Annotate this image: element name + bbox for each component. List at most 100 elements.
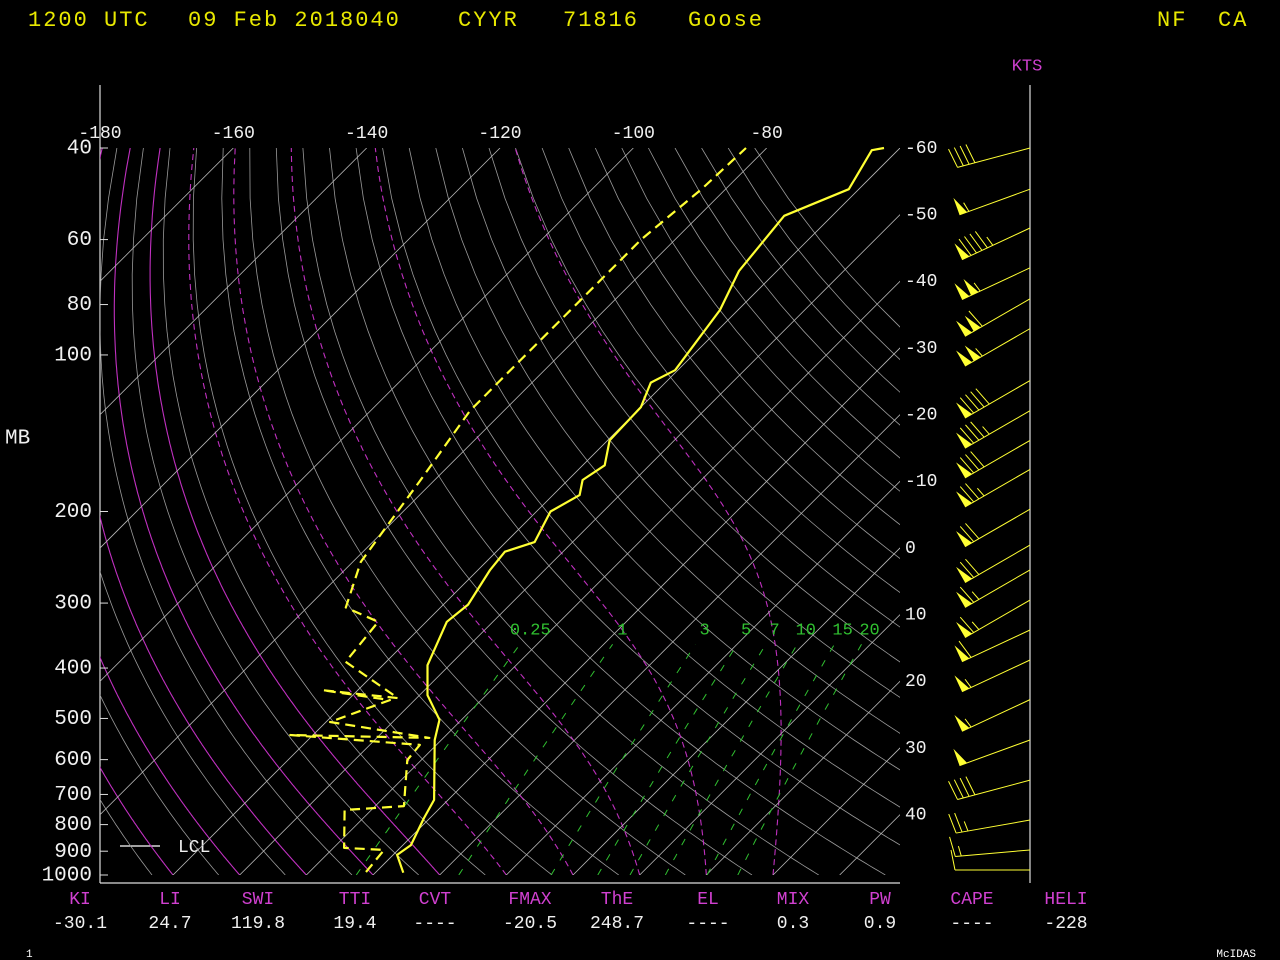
- y-tick-label: 800: [54, 814, 92, 837]
- right-tick-label: -20: [905, 405, 937, 425]
- barb-flag: [956, 402, 972, 419]
- dry-adiabat: [515, 148, 900, 628]
- barb-staff: [959, 544, 1031, 583]
- y-axis-label: MB: [5, 428, 30, 451]
- mixing-ratio-label: 20: [859, 621, 879, 640]
- y-tick-label: 400: [54, 658, 92, 681]
- dry-adiabat: [221, 148, 619, 875]
- moist-adiabat: [100, 766, 174, 875]
- wind-barb: [954, 629, 1031, 663]
- barb-flag: [956, 591, 972, 608]
- barb-staff: [959, 508, 1031, 548]
- wind-barb: [950, 849, 1030, 871]
- index-label: ThE: [601, 890, 633, 910]
- dry-adiabat: [568, 148, 900, 559]
- isotherm: [172, 148, 900, 875]
- index-value: ----: [950, 914, 993, 934]
- wind-barb: [948, 776, 1031, 801]
- mixing-ratio-line: [458, 644, 614, 875]
- mixing-ratio-label: 3: [700, 621, 710, 640]
- barb-flag: [954, 675, 970, 692]
- dry-adiabat: [162, 148, 486, 875]
- wind-barb: [956, 599, 1031, 638]
- x-tick-label: -100: [612, 124, 655, 144]
- wind-barb: [954, 659, 1031, 693]
- isotherm: [100, 148, 234, 282]
- mixing-ratio-label: 1: [617, 621, 627, 640]
- barb-staff: [959, 569, 1031, 608]
- index-value: ----: [413, 914, 456, 934]
- barb-staff: [959, 468, 1031, 508]
- dry-adiabat: [100, 570, 286, 875]
- wind-barb: [956, 468, 1031, 508]
- wind-barb: [953, 739, 1031, 767]
- dry-adiabat: [408, 148, 900, 771]
- moist-adiabat: [290, 148, 641, 875]
- lcl-label: LCL: [178, 838, 210, 858]
- wind-barb: [956, 298, 1031, 337]
- mixing-ratio-label: 7: [769, 621, 779, 640]
- barb-flag: [956, 345, 981, 367]
- dry-adiabat: [100, 148, 353, 875]
- x-tick-label: -120: [478, 124, 521, 144]
- barb-staff: [959, 410, 1031, 449]
- header-province: NF: [1157, 8, 1187, 33]
- footer-right: McIDAS: [1216, 949, 1256, 960]
- barb-staff: [959, 188, 1031, 216]
- moist-adiabat: [514, 148, 782, 875]
- wind-barb: [956, 380, 1031, 419]
- barb-staff: [961, 699, 1031, 732]
- y-tick-label: 500: [54, 708, 92, 731]
- header-time: 1200 UTC: [28, 8, 150, 33]
- wind-barb: [956, 328, 1031, 367]
- index-label: EL: [697, 890, 719, 910]
- isotherm: [639, 614, 900, 875]
- moist-adiabat: [100, 656, 241, 875]
- isotherm: [100, 148, 767, 816]
- dry-adiabat: [100, 694, 220, 875]
- header-place: Goose: [688, 8, 764, 33]
- isotherm: [306, 280, 900, 875]
- wind-barb: [948, 812, 1031, 834]
- dry-adiabat: [462, 148, 900, 698]
- wind-barb: [954, 227, 1031, 261]
- index-value: -228: [1044, 914, 1087, 934]
- index-value: 248.7: [590, 914, 644, 934]
- dry-adiabat: [249, 148, 686, 875]
- dry-adiabat: [488, 148, 900, 663]
- barb-flag: [954, 645, 970, 662]
- barb-flag: [956, 315, 981, 337]
- barb-staff: [959, 739, 1031, 767]
- index-label: TTI: [339, 890, 371, 910]
- wind-barb: [956, 439, 1031, 479]
- wind-barb: [956, 508, 1031, 548]
- isotherm: [100, 148, 367, 416]
- index-label: CVT: [419, 890, 452, 910]
- y-tick-label: 1000: [42, 865, 92, 888]
- moist-adiabat: [233, 148, 574, 875]
- right-tick-label: -30: [905, 339, 937, 359]
- barb-flag: [956, 621, 972, 638]
- right-tick-label: 30: [905, 739, 927, 759]
- y-tick-label: 80: [67, 294, 92, 317]
- mixing-ratio-label: 10: [796, 621, 816, 640]
- right-tick-label: -10: [905, 472, 937, 492]
- isotherm: [772, 747, 900, 875]
- x-tick-label: -180: [78, 124, 121, 144]
- isotherm: [506, 480, 900, 875]
- index-label: CAPE: [950, 890, 993, 910]
- x-tick-label: -160: [212, 124, 255, 144]
- index-label: MIX: [777, 890, 810, 910]
- right-tick-label: 40: [905, 805, 927, 825]
- isotherm: [572, 547, 900, 875]
- dry-adiabat: [382, 148, 900, 808]
- dry-adiabat: [131, 148, 419, 875]
- index-value: 19.4: [333, 914, 376, 934]
- wind-unit: KTS: [1012, 57, 1043, 76]
- y-tick-label: 40: [67, 138, 92, 161]
- index-value: 0.3: [777, 914, 809, 934]
- index-label: HELI: [1044, 890, 1087, 910]
- dewpoint-line: [289, 147, 747, 873]
- barb-staff: [950, 849, 1030, 871]
